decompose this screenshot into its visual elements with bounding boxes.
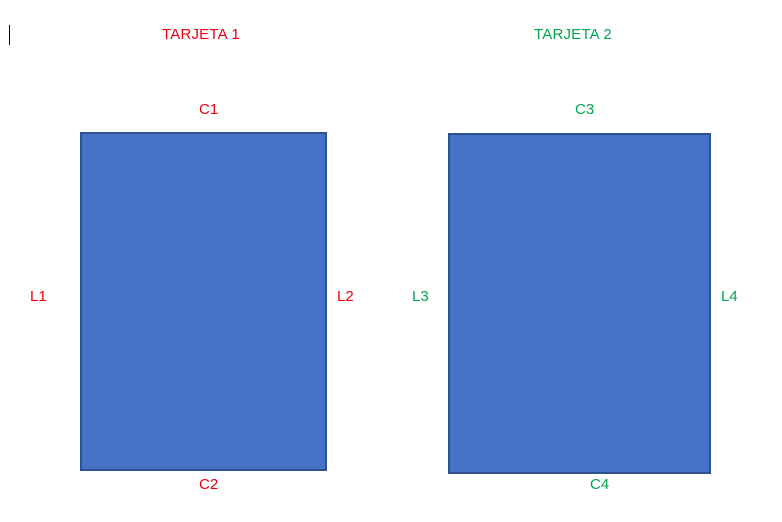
card2-left-label: L3 xyxy=(412,288,429,305)
card1-top-label: C1 xyxy=(199,101,219,118)
card1-left-label: L1 xyxy=(30,288,47,305)
card1-right-label: L2 xyxy=(337,288,354,305)
card2-top-label: C3 xyxy=(575,101,595,118)
card2-rectangle xyxy=(448,133,711,474)
card1-bottom-label: C2 xyxy=(199,476,219,493)
text-cursor xyxy=(9,25,10,45)
card2-bottom-label: C4 xyxy=(590,476,610,493)
card1-rectangle xyxy=(80,132,327,471)
card1-title: TARJETA 1 xyxy=(162,26,240,43)
card2-right-label: L4 xyxy=(721,288,738,305)
card2-title: TARJETA 2 xyxy=(534,26,612,43)
